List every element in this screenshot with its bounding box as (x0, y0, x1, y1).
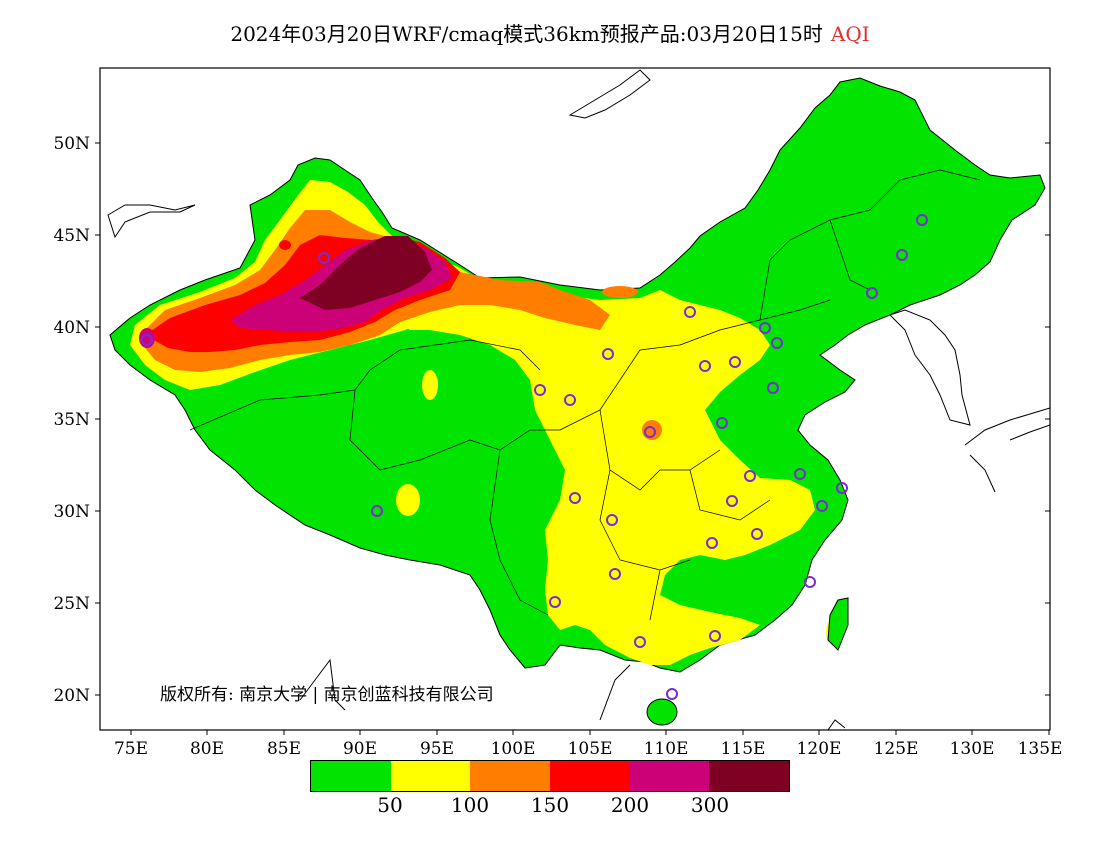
colorbar-segment-hazardous (709, 761, 790, 791)
region-hainan (646, 698, 678, 726)
lon-tick-label: 135E (1018, 739, 1063, 759)
lon-tick-label: 100E (491, 739, 536, 759)
title-main: 2024年03月20日WRF/cmaq模式36km预报产品:03月20日15时 (230, 22, 823, 46)
station-marker (371, 505, 383, 517)
lon-tick-label: 105E (568, 739, 613, 759)
station-marker (318, 252, 330, 264)
lon-tick-label: 130E (950, 739, 995, 759)
lon-axis (130, 730, 1050, 735)
map-frame (99, 67, 1051, 731)
aqi-colorbar (310, 760, 790, 792)
station-marker (602, 348, 614, 360)
station-marker (634, 636, 646, 648)
colorbar-label: 100 (450, 793, 490, 817)
colorbar-segment-good (311, 761, 391, 791)
lon-tick-label: 75E (114, 739, 148, 759)
colorbar-segment-unhealthy (550, 761, 630, 791)
lon-tick-label: 110E (644, 739, 689, 759)
lon-labels: 75E 80E 85E 90E 95E 100E 105E 110E 115E … (114, 739, 1062, 759)
province-borders (189, 169, 981, 621)
lat-tick-label: 20N (53, 686, 90, 706)
station-marker (866, 287, 878, 299)
station-marker (699, 360, 711, 372)
lon-tick-label: 120E (797, 739, 842, 759)
lat-tick-label: 30N (53, 502, 90, 522)
station-marker (534, 384, 546, 396)
station-marker (794, 468, 806, 480)
station-marker (684, 306, 696, 318)
station-marker (549, 596, 561, 608)
lon-tick-label: 85E (267, 739, 301, 759)
region-hazardous (300, 236, 432, 310)
colorbar-segment-moderate (390, 761, 471, 791)
station-marker (767, 382, 779, 394)
colorbar-label: 300 (690, 793, 730, 817)
colorbar-segment-usg (470, 761, 551, 791)
lat-labels: 50N 45N 40N 35N 30N 25N 20N (53, 134, 90, 706)
lat-tick-label: 45N (53, 226, 90, 246)
station-marker (744, 470, 756, 482)
coastline-korea (889, 309, 971, 426)
map-title: 2024年03月20日WRF/cmaq模式36km预报产品:03月20日15时 A… (0, 18, 1100, 47)
station-marker (771, 337, 783, 349)
station-marker (836, 482, 848, 494)
coastline-caspian (107, 204, 196, 239)
title-variable: AQI (830, 22, 870, 46)
region-moderate-east (395, 288, 815, 665)
lon-tick-label: 125E (874, 739, 919, 759)
lat-tick-label: 50N (53, 134, 90, 154)
station-marker (804, 576, 816, 588)
coastline-south (299, 658, 846, 730)
station-marker (751, 528, 763, 540)
station-marker (759, 322, 771, 334)
station-marker (729, 356, 741, 368)
station-marker (716, 417, 728, 429)
colorbar-label: 50 (377, 793, 403, 817)
region-usg-north (602, 286, 638, 298)
lat-tick-label: 25N (53, 594, 90, 614)
region-moderate-tibet (396, 484, 420, 516)
station-marker (609, 568, 621, 580)
lon-tick-label: 115E (721, 739, 766, 759)
lat-tick-label: 35N (53, 410, 90, 430)
station-marker (569, 492, 581, 504)
station-marker (666, 688, 678, 700)
station-marker (141, 334, 153, 346)
lon-tick-label: 90E (343, 739, 377, 759)
colorbar-label: 150 (530, 793, 570, 817)
lon-tick-label: 80E (190, 739, 224, 759)
colorbar-label: 200 (610, 793, 650, 817)
station-markers (141, 214, 928, 700)
region-taiwan (827, 597, 849, 651)
station-marker (706, 537, 718, 549)
colorbar-segment-very-unhealthy (629, 761, 710, 791)
coastline-japan (964, 407, 1050, 493)
coastline-russia (568, 69, 651, 119)
station-marker (726, 495, 738, 507)
station-marker (816, 500, 828, 512)
station-marker (644, 426, 656, 438)
copyright-text: 版权所有: 南京大学 | 南京创蓝科技有限公司 (160, 685, 494, 705)
region-moderate-qinghai (422, 370, 438, 400)
station-marker (896, 249, 908, 261)
region-unhealthy-spot (279, 240, 291, 250)
station-marker (709, 630, 721, 642)
station-marker (606, 514, 618, 526)
station-marker (916, 214, 928, 226)
lon-tick-label: 95E (420, 739, 454, 759)
station-marker (564, 394, 576, 406)
lat-axis (95, 142, 1050, 696)
lat-tick-label: 40N (53, 318, 90, 338)
